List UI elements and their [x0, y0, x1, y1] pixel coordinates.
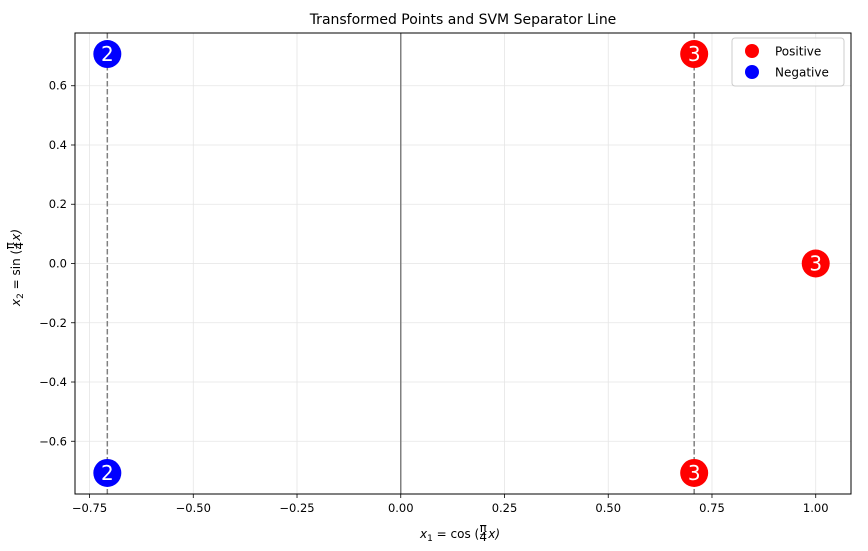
x-tick-label: −0.25 — [279, 501, 314, 515]
x-tick-label: 0.00 — [388, 501, 414, 515]
data-point: 3 — [680, 40, 709, 69]
y-axis-label-var: x — [9, 298, 23, 307]
data-point-label: 3 — [688, 42, 701, 66]
data-point-marker — [93, 40, 122, 69]
y-tick-label: 0.0 — [49, 257, 67, 271]
y-tick-label: 0.2 — [49, 197, 67, 211]
y-tick-label: −0.4 — [39, 375, 67, 389]
x-tick-label: −0.75 — [72, 501, 107, 515]
svg-text:x1 = cos (: x1 = cos ( — [419, 527, 479, 544]
x-tick-label: 0.50 — [595, 501, 621, 515]
data-point-marker — [801, 249, 830, 278]
y-axis-ticks: −0.6 −0.4 −0.2 0.0 0.2 0.4 0.6 — [39, 79, 75, 448]
legend-entry: Positive — [745, 44, 821, 59]
data-point-label: 2 — [101, 42, 114, 66]
y-axis-label-frac-num: π — [3, 242, 17, 249]
data-point: 2 — [93, 40, 122, 69]
x-axis-label-var: x — [419, 527, 428, 541]
legend-marker — [745, 44, 759, 58]
legend-entries: Positive Negative — [745, 44, 829, 80]
grid-lines — [75, 33, 851, 494]
legend-entry: Negative — [745, 65, 829, 80]
y-tick-label: −0.6 — [39, 434, 67, 448]
y-axis-label-eq: = sin ( — [9, 250, 23, 293]
chart-title: Transformed Points and SVM Separator Lin… — [309, 12, 617, 28]
x-tick-label: 0.25 — [492, 501, 518, 515]
y-tick-label: −0.2 — [39, 316, 67, 330]
x-tick-label: 0.75 — [699, 501, 725, 515]
y-axis-label-frac-den: 4 — [12, 242, 26, 250]
x-tick-label: −0.50 — [176, 501, 211, 515]
x-axis-label: x1 = cos ( π 4 x) — [419, 521, 500, 544]
data-point: 3 — [801, 249, 830, 278]
y-axis-label-post: x) — [9, 229, 23, 242]
data-point-marker — [680, 40, 709, 69]
y-axis-label-sub: 2 — [16, 293, 26, 299]
data-point: 2 — [93, 458, 122, 487]
y-axis-label: x2 = sin ( π 4 x) — [3, 229, 26, 307]
data-point: 3 — [680, 458, 709, 487]
legend-label: Negative — [775, 66, 829, 80]
x-axis-label-eq: = cos ( — [433, 527, 479, 541]
y-tick-label: 0.4 — [49, 138, 67, 152]
legend: Positive Negative — [731, 37, 845, 87]
x-axis-label-post: x) — [487, 527, 500, 541]
y-tick-label: 0.6 — [49, 79, 67, 93]
data-point-marker — [680, 458, 709, 487]
legend-label: Positive — [775, 45, 821, 59]
x-axis-label-sub: 1 — [427, 534, 433, 544]
legend-marker — [745, 65, 759, 79]
data-point-label: 3 — [809, 252, 822, 276]
data-points: 3 3 3 2 2 — [93, 40, 830, 487]
data-point-label: 2 — [101, 461, 114, 485]
separator-lines — [106, 33, 695, 494]
x-axis-label-frac-num: π — [480, 521, 487, 535]
legend-box — [731, 37, 845, 87]
svg-text:x2 = sin (: x2 = sin ( — [9, 250, 26, 307]
x-axis-label-frac-den: 4 — [479, 530, 487, 544]
data-point-marker — [93, 458, 122, 487]
x-tick-label: 1.00 — [803, 501, 829, 515]
x-axis-ticks: −0.75 −0.50 −0.25 0.00 0.25 0.50 0.75 1.00 — [72, 494, 829, 515]
data-point-label: 3 — [688, 461, 701, 485]
